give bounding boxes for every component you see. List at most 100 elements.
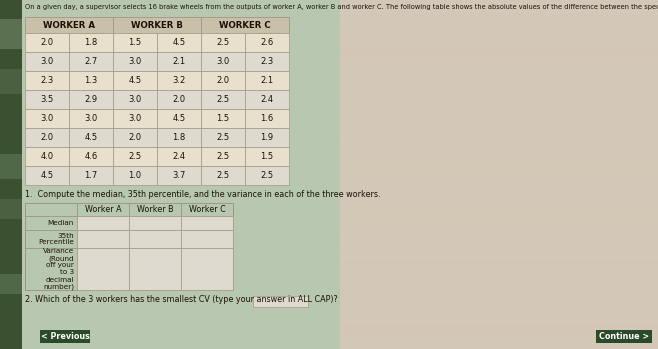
Text: 3.0: 3.0 <box>128 114 141 123</box>
Bar <box>40 330 90 343</box>
Bar <box>340 97 658 100</box>
Text: 2.5: 2.5 <box>216 133 230 142</box>
Bar <box>181 203 233 216</box>
Bar <box>157 33 201 52</box>
Bar <box>340 64 658 67</box>
Text: 3.0: 3.0 <box>216 57 230 66</box>
Bar <box>25 90 69 109</box>
Bar <box>340 88 658 91</box>
Text: Variance
(Round
off your
to 3
decimal
number): Variance (Round off your to 3 decimal nu… <box>43 248 74 290</box>
Bar <box>340 1 658 4</box>
Bar <box>77 230 129 248</box>
Bar <box>201 166 245 185</box>
Text: 2.0: 2.0 <box>128 133 141 142</box>
Bar <box>340 112 658 115</box>
Bar <box>340 214 658 217</box>
Bar <box>25 147 69 166</box>
Bar <box>0 199 22 219</box>
Bar <box>340 0 658 1</box>
Text: WORKER C: WORKER C <box>219 21 271 30</box>
Bar <box>129 203 181 216</box>
Text: 3.0: 3.0 <box>40 57 53 66</box>
Bar <box>113 52 157 71</box>
Bar <box>113 128 157 147</box>
Bar <box>340 49 658 52</box>
Bar <box>181 248 233 290</box>
Text: 2.0: 2.0 <box>40 133 53 142</box>
Bar <box>245 166 289 185</box>
Text: 2.1: 2.1 <box>172 57 186 66</box>
Bar <box>340 163 658 166</box>
Bar <box>245 33 289 52</box>
Text: 35th
Percentile: 35th Percentile <box>38 232 74 245</box>
Bar <box>0 274 22 294</box>
Bar <box>25 248 77 290</box>
Bar <box>340 187 658 190</box>
Bar <box>340 196 658 199</box>
Bar <box>69 147 113 166</box>
Bar <box>181 230 233 248</box>
Bar <box>340 259 658 262</box>
Bar <box>0 154 22 179</box>
Bar <box>340 208 658 211</box>
Bar <box>340 172 658 175</box>
Bar <box>340 55 658 58</box>
Bar <box>340 331 658 334</box>
Bar <box>245 52 289 71</box>
Bar <box>340 136 658 139</box>
Text: 2.5: 2.5 <box>261 171 274 180</box>
Text: 2.1: 2.1 <box>261 76 274 85</box>
Bar <box>340 106 658 109</box>
Bar <box>340 145 658 148</box>
Bar <box>340 169 658 172</box>
Bar <box>340 337 658 340</box>
Bar <box>340 22 658 25</box>
Bar <box>340 334 658 337</box>
Bar <box>340 166 658 169</box>
Bar <box>201 52 245 71</box>
Bar <box>0 69 22 94</box>
Text: 1.7: 1.7 <box>84 171 97 180</box>
Bar <box>0 0 340 349</box>
Text: 3.0: 3.0 <box>128 57 141 66</box>
Text: 1.0: 1.0 <box>128 171 141 180</box>
Bar <box>157 166 201 185</box>
Text: 2.5: 2.5 <box>216 152 230 161</box>
Text: 3.0: 3.0 <box>40 114 53 123</box>
Bar <box>340 256 658 259</box>
Bar <box>340 223 658 226</box>
Bar <box>340 100 658 103</box>
Bar <box>25 71 69 90</box>
Bar <box>340 142 658 145</box>
Bar <box>157 71 201 90</box>
Bar <box>340 220 658 223</box>
Bar <box>340 274 658 277</box>
Bar <box>245 147 289 166</box>
Bar <box>340 124 658 127</box>
Bar <box>340 319 658 322</box>
Bar <box>25 230 77 248</box>
Bar <box>113 17 201 33</box>
Bar <box>201 147 245 166</box>
Bar <box>340 82 658 85</box>
Bar <box>340 40 658 43</box>
Bar <box>340 292 658 295</box>
Text: 1.8: 1.8 <box>172 133 186 142</box>
Bar <box>340 244 658 247</box>
Bar <box>0 114 22 134</box>
Bar <box>69 52 113 71</box>
Text: On a given day, a supervisor selects 16 brake wheels from the outputs of worker : On a given day, a supervisor selects 16 … <box>25 3 658 9</box>
Bar <box>69 90 113 109</box>
Text: Worker B: Worker B <box>137 205 173 214</box>
Bar <box>340 199 658 202</box>
Text: 4.0: 4.0 <box>40 152 53 161</box>
Bar <box>253 296 308 307</box>
Bar <box>340 109 658 112</box>
Bar <box>340 316 658 319</box>
Bar <box>340 37 658 40</box>
Bar <box>340 247 658 250</box>
Text: WORKER A: WORKER A <box>43 21 95 30</box>
Bar <box>340 175 658 178</box>
Text: 4.5: 4.5 <box>40 171 53 180</box>
Text: Worker C: Worker C <box>189 205 226 214</box>
